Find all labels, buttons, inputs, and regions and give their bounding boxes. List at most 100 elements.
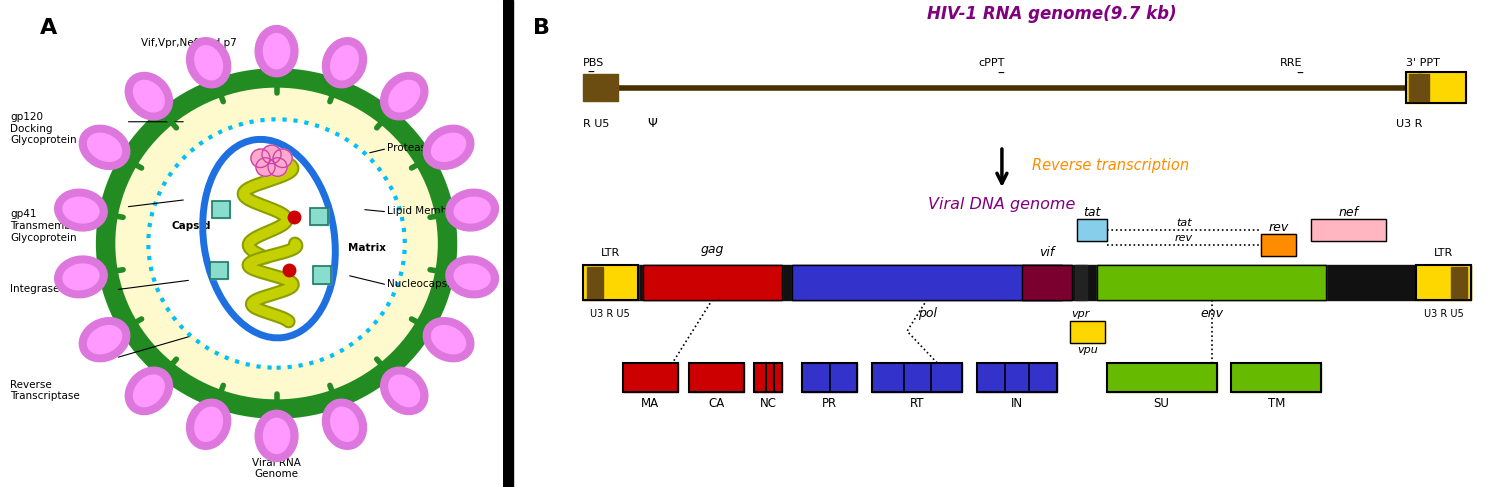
Bar — [802, 363, 857, 392]
Bar — [210, 262, 228, 279]
Bar — [977, 363, 1057, 392]
Text: Reverse
Transcriptase: Reverse Transcriptase — [11, 380, 80, 401]
Ellipse shape — [432, 326, 465, 354]
Ellipse shape — [87, 133, 122, 161]
Ellipse shape — [446, 256, 498, 298]
Bar — [1097, 265, 1327, 300]
Bar — [689, 363, 744, 392]
Text: pol: pol — [917, 306, 937, 319]
Circle shape — [257, 158, 275, 176]
Bar — [1406, 72, 1466, 104]
Bar — [582, 74, 617, 101]
Bar — [1106, 363, 1216, 392]
Text: nef: nef — [1339, 206, 1358, 219]
Text: Viral DNA genome: Viral DNA genome — [928, 197, 1076, 212]
Bar — [755, 363, 782, 392]
Bar — [872, 363, 962, 392]
Bar — [1076, 219, 1106, 241]
Bar — [1097, 265, 1327, 300]
Text: Viral RNA
Genome: Viral RNA Genome — [252, 458, 302, 479]
Text: env: env — [1199, 306, 1223, 319]
Bar — [212, 201, 230, 218]
Bar — [689, 363, 744, 392]
Text: –: – — [1297, 67, 1303, 81]
Bar — [1261, 234, 1297, 256]
Text: tat: tat — [1084, 206, 1100, 219]
Text: –: – — [588, 66, 594, 80]
Ellipse shape — [423, 318, 474, 362]
Text: gp120
Docking
Glycoprotein: gp120 Docking Glycoprotein — [11, 112, 77, 145]
Text: LTR: LTR — [600, 248, 620, 258]
Text: cPPT: cPPT — [979, 58, 1006, 68]
Bar — [503, 0, 513, 487]
Text: vif: vif — [1039, 245, 1055, 259]
Ellipse shape — [195, 407, 222, 441]
Bar — [1231, 363, 1321, 392]
Bar — [872, 363, 962, 392]
Text: Nucleocapsid: Nucleocapsid — [387, 280, 456, 289]
Text: U3 R U5: U3 R U5 — [590, 309, 630, 318]
Bar — [311, 208, 329, 225]
Ellipse shape — [389, 375, 420, 407]
Ellipse shape — [195, 46, 222, 80]
Ellipse shape — [446, 189, 498, 231]
Circle shape — [105, 78, 447, 409]
Text: vpr: vpr — [1072, 309, 1090, 318]
Bar — [1261, 234, 1297, 256]
Text: CA: CA — [708, 396, 725, 410]
Ellipse shape — [80, 318, 129, 362]
Ellipse shape — [455, 264, 491, 290]
Text: rev: rev — [1268, 221, 1289, 234]
Bar — [582, 265, 638, 300]
Text: –: – — [997, 67, 1004, 81]
Ellipse shape — [264, 418, 290, 453]
Text: –: – — [1415, 67, 1423, 81]
Ellipse shape — [255, 25, 297, 76]
Bar — [1406, 72, 1466, 104]
Ellipse shape — [134, 80, 164, 112]
Text: Vif,Vpr,Nef and p7: Vif,Vpr,Nef and p7 — [141, 38, 237, 48]
Circle shape — [273, 149, 293, 168]
Text: gag: gag — [701, 243, 723, 256]
Bar — [1076, 219, 1106, 241]
Bar — [311, 208, 329, 225]
Ellipse shape — [381, 73, 428, 120]
Bar — [212, 201, 230, 218]
Bar — [1231, 363, 1321, 392]
Ellipse shape — [125, 73, 173, 120]
Circle shape — [251, 149, 270, 168]
Bar — [642, 265, 782, 300]
Bar — [312, 266, 330, 284]
Ellipse shape — [323, 37, 366, 88]
Ellipse shape — [323, 399, 366, 450]
Circle shape — [150, 122, 402, 365]
Bar — [755, 363, 782, 392]
Bar — [793, 265, 1061, 300]
Bar — [1409, 74, 1429, 101]
Text: A: A — [41, 18, 57, 38]
Bar — [587, 267, 603, 298]
Text: RT: RT — [910, 396, 925, 410]
Ellipse shape — [330, 46, 359, 80]
Bar — [1022, 265, 1072, 300]
Bar — [1312, 219, 1387, 241]
Bar — [582, 265, 1471, 300]
Text: Protease: Protease — [387, 143, 432, 153]
Circle shape — [263, 145, 281, 164]
Ellipse shape — [134, 375, 164, 407]
Bar — [977, 363, 1057, 392]
Text: Capsid: Capsid — [171, 221, 210, 231]
Bar — [1415, 265, 1471, 300]
Ellipse shape — [63, 197, 99, 223]
Ellipse shape — [87, 326, 122, 354]
Text: IN: IN — [1010, 396, 1024, 410]
Ellipse shape — [63, 264, 99, 290]
Text: Ψ: Ψ — [647, 116, 657, 130]
Bar — [1312, 219, 1387, 241]
Text: 3' PPT: 3' PPT — [1406, 58, 1439, 68]
Bar — [1451, 267, 1466, 298]
Text: MA: MA — [641, 396, 659, 410]
Bar — [793, 265, 1061, 300]
Ellipse shape — [125, 367, 173, 414]
Text: NC: NC — [760, 396, 778, 410]
